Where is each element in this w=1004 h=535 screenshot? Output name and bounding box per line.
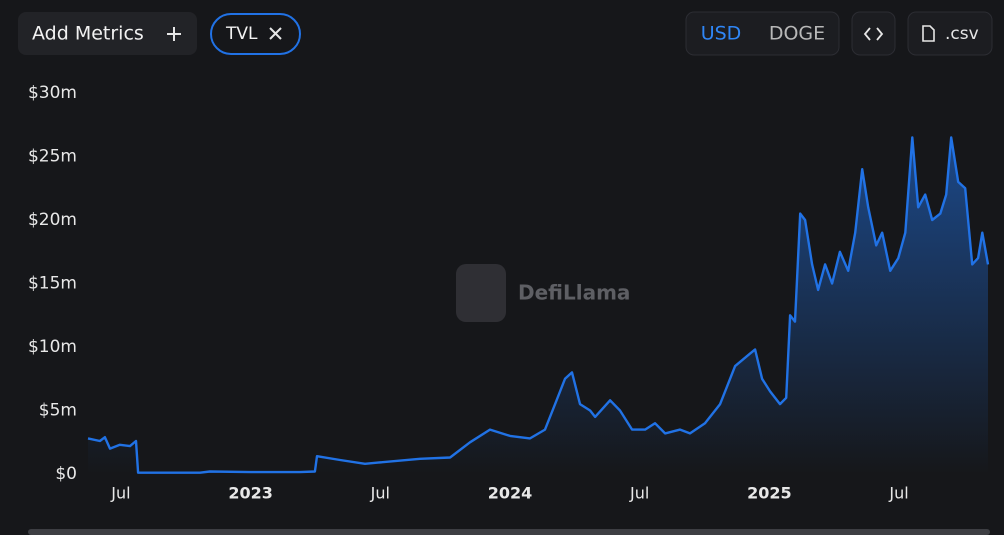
button-bg — [907, 11, 993, 56]
x-tick-label: Jul — [370, 484, 390, 503]
line — [87, 136, 990, 474]
y-tick-label: $10m — [28, 337, 77, 357]
currency-toggle — [685, 11, 840, 56]
csv-button[interactable]: .csv — [907, 11, 993, 56]
x-tick-label: Jul — [629, 484, 649, 503]
y-tick-label: $30m — [28, 83, 77, 103]
x-tick-label: Jul — [888, 484, 908, 503]
button-label: Add Metrics — [32, 23, 144, 45]
y-tick-label: $15m — [28, 274, 77, 294]
metric-chip[interactable]: TVL — [210, 13, 301, 55]
plot: $0 $5m $10m $15m $20m $25m $30m Jul 2023 Jul 2024 J… — [28, 83, 990, 503]
watermark: DefiLlama — [518, 281, 630, 305]
add-metrics-button[interactable]: Add Metrics — [18, 12, 197, 55]
chip-label: TVL — [225, 24, 258, 44]
area — [88, 137, 988, 474]
button-bg — [18, 12, 197, 55]
close-icon — [269, 27, 282, 40]
y-tick-label: $25m — [28, 147, 77, 167]
plus-icon — [167, 27, 181, 41]
x-tick-label: Jul — [110, 484, 130, 503]
chip-bg — [210, 13, 301, 55]
x-tick-label: 2024 — [488, 484, 533, 503]
embed-button[interactable] — [851, 11, 896, 56]
y-tick-label: $5m — [39, 401, 77, 421]
watermark-logo — [456, 264, 506, 322]
x-tick-label: 2025 — [747, 484, 792, 503]
file-icon — [922, 25, 935, 42]
y-tick-label: $20m — [28, 210, 77, 230]
currency-option[interactable]: USD — [701, 23, 742, 45]
y-tick-label: $0 — [55, 464, 77, 484]
button-bg — [851, 11, 896, 56]
x-tick-label: 2023 — [228, 484, 273, 503]
code-icon — [863, 27, 884, 41]
scrollbar — [28, 529, 990, 535]
button-label: .csv — [945, 24, 979, 44]
currency-option[interactable]: DOGE — [769, 23, 825, 45]
